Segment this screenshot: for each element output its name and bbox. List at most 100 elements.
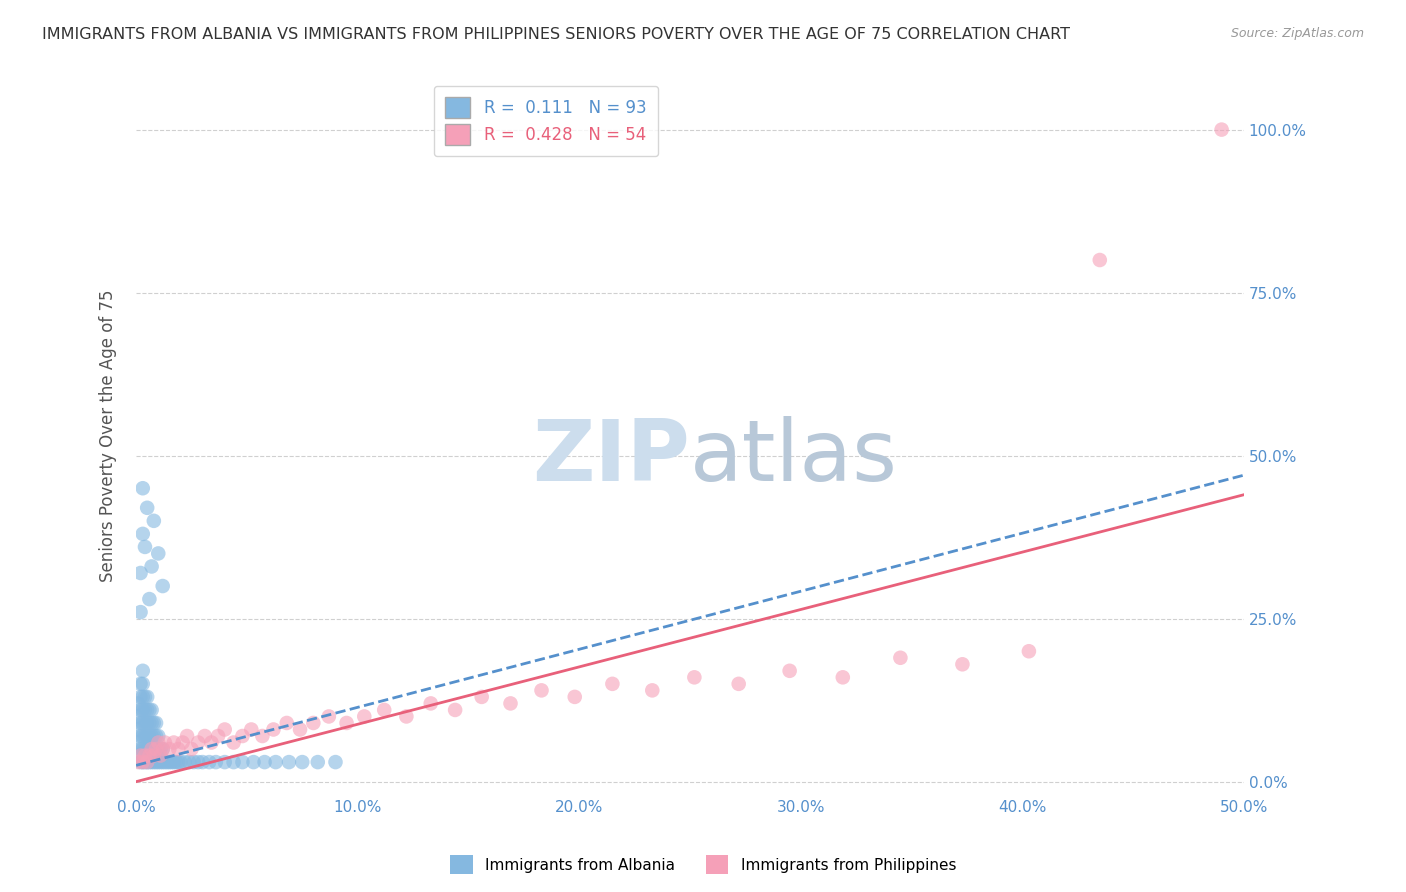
Point <box>214 755 236 769</box>
Point <box>207 729 229 743</box>
Point <box>129 729 152 743</box>
Point <box>335 716 357 731</box>
Point <box>132 481 155 495</box>
Point <box>564 690 586 704</box>
Point <box>160 755 183 769</box>
Point <box>127 723 149 737</box>
Point <box>318 709 340 723</box>
Point <box>222 735 245 749</box>
Point <box>176 729 198 743</box>
Point <box>231 729 253 743</box>
Point <box>444 703 467 717</box>
Point <box>179 755 201 769</box>
Point <box>602 677 624 691</box>
Point <box>205 755 228 769</box>
Point <box>173 755 195 769</box>
Point <box>156 755 179 769</box>
Point <box>183 755 205 769</box>
Point <box>148 735 170 749</box>
Point <box>240 723 263 737</box>
Point <box>134 729 156 743</box>
Point <box>157 742 180 756</box>
Point <box>129 742 152 756</box>
Point <box>134 755 156 769</box>
Point <box>129 755 152 769</box>
Point <box>136 742 159 756</box>
Point <box>187 755 209 769</box>
Point <box>152 742 174 756</box>
Point <box>264 755 287 769</box>
Point <box>145 742 167 756</box>
Point <box>530 683 553 698</box>
Point <box>138 755 160 769</box>
Point <box>134 742 156 756</box>
Point <box>165 755 187 769</box>
Point <box>142 742 165 756</box>
Point <box>132 703 155 717</box>
Point <box>231 755 253 769</box>
Point <box>1018 644 1040 658</box>
Point <box>132 742 155 756</box>
Point <box>129 716 152 731</box>
Point <box>129 690 152 704</box>
Y-axis label: Seniors Poverty Over the Age of 75: Seniors Poverty Over the Age of 75 <box>100 290 117 582</box>
Point <box>134 703 156 717</box>
Point <box>167 742 190 756</box>
Point <box>141 755 163 769</box>
Point <box>471 690 494 704</box>
Point <box>145 716 167 731</box>
Point <box>262 723 284 737</box>
Point <box>145 729 167 743</box>
Point <box>141 742 163 756</box>
Point <box>129 677 152 691</box>
Point <box>288 723 311 737</box>
Point <box>141 742 163 756</box>
Point <box>134 540 156 554</box>
Point <box>302 716 325 731</box>
Point <box>138 703 160 717</box>
Point <box>132 716 155 731</box>
Point <box>142 748 165 763</box>
Point <box>127 709 149 723</box>
Point <box>142 514 165 528</box>
Point <box>149 748 172 763</box>
Point <box>148 546 170 560</box>
Point <box>242 755 264 769</box>
Point <box>141 559 163 574</box>
Point <box>127 748 149 763</box>
Point <box>132 527 155 541</box>
Point <box>779 664 801 678</box>
Point <box>134 716 156 731</box>
Point <box>325 755 347 769</box>
Point <box>129 566 152 580</box>
Point <box>499 697 522 711</box>
Point <box>163 735 186 749</box>
Point <box>395 709 418 723</box>
Text: Source: ZipAtlas.com: Source: ZipAtlas.com <box>1230 27 1364 40</box>
Point <box>136 690 159 704</box>
Point <box>129 748 152 763</box>
Point <box>373 703 395 717</box>
Point <box>727 677 749 691</box>
Legend: R =  0.111   N = 93, R =  0.428   N = 54: R = 0.111 N = 93, R = 0.428 N = 54 <box>434 86 658 156</box>
Point <box>276 716 298 731</box>
Point <box>129 703 152 717</box>
Point <box>141 703 163 717</box>
Point <box>172 735 194 749</box>
Point <box>148 729 170 743</box>
Point <box>127 755 149 769</box>
Point <box>127 697 149 711</box>
Point <box>136 716 159 731</box>
Point <box>145 742 167 756</box>
Point <box>291 755 314 769</box>
Point <box>222 755 245 769</box>
Point <box>148 755 170 769</box>
Point <box>142 729 165 743</box>
Point <box>138 592 160 607</box>
Point <box>152 579 174 593</box>
Point <box>191 755 214 769</box>
Point <box>136 729 159 743</box>
Point <box>253 755 276 769</box>
Point <box>132 729 155 743</box>
Point <box>134 748 156 763</box>
